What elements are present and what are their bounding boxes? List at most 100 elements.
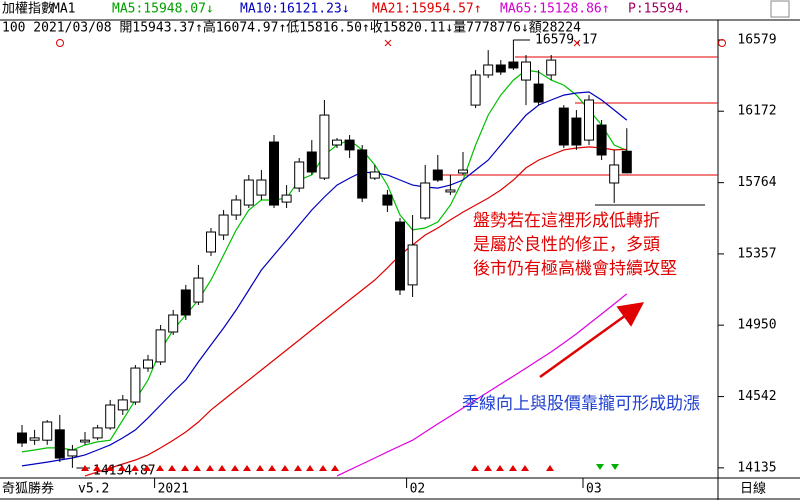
candle-body — [382, 194, 393, 206]
red-note: 盤勢若在這裡形成低轉折 — [473, 211, 660, 231]
ma-line — [84, 146, 627, 477]
candle-body — [105, 404, 116, 429]
y-tick-label: 14542 — [737, 389, 776, 404]
y-tick-label: 15357 — [737, 246, 776, 261]
sell-signal — [611, 464, 619, 470]
candle-body — [17, 432, 27, 444]
buy-signal — [193, 465, 201, 471]
candle-body — [319, 114, 330, 179]
x-tick-label: 2021 — [158, 482, 189, 497]
buy-signal — [118, 465, 126, 471]
buy-signal — [471, 465, 479, 471]
top-marker — [56, 39, 64, 47]
buy-signal — [306, 465, 314, 471]
version: v5.2 — [78, 482, 109, 497]
candle-body — [558, 107, 569, 146]
buy-signal — [81, 465, 89, 471]
buy-signal — [131, 465, 139, 471]
candle-body — [143, 359, 153, 369]
candle-body — [521, 61, 531, 81]
legend-item: MA1 — [52, 2, 75, 17]
candle-body — [533, 83, 544, 103]
buy-signal — [168, 465, 176, 471]
high-label: 16579.17 — [535, 33, 598, 48]
candle-body — [470, 74, 481, 106]
top-marker — [718, 39, 726, 47]
buy-signal — [496, 465, 504, 471]
candle-body — [495, 64, 506, 73]
candle-body — [155, 329, 166, 363]
candle-body — [546, 59, 557, 76]
period: 日線 — [740, 481, 766, 497]
candle-body — [458, 169, 468, 174]
candle-body — [294, 161, 305, 189]
top-marker — [573, 39, 581, 47]
candle-body — [420, 182, 431, 219]
candle-body — [180, 289, 191, 316]
candle-body — [193, 277, 204, 303]
candle-body — [243, 179, 254, 206]
buy-signal — [331, 465, 339, 471]
window-button[interactable] — [770, 0, 790, 18]
candle-body — [130, 367, 141, 403]
blue-note: 季線向上與股價靠攏可形成助漲 — [462, 394, 700, 414]
y-tick-label: 14950 — [737, 318, 776, 333]
buy-signal — [484, 465, 492, 471]
brand: 奇狐勝券 — [2, 481, 54, 497]
candle-body — [80, 439, 90, 443]
x-tick-label: 03 — [586, 482, 602, 497]
ma-line — [21, 91, 628, 467]
buy-signal — [181, 465, 189, 471]
candle-body — [596, 124, 607, 156]
red-note: 是屬於良性的修正，多頭 — [473, 235, 660, 255]
y-tick-label: 16579 — [737, 32, 776, 47]
candle-body — [306, 151, 317, 173]
legend-item: MA65:15128.86↑ — [500, 2, 610, 17]
y-tick-label: 16172 — [737, 104, 776, 119]
candle-body — [584, 99, 594, 141]
buy-signal — [218, 465, 226, 471]
buy-signal — [231, 465, 239, 471]
candle-body — [269, 141, 279, 206]
buy-signal — [521, 465, 529, 471]
buy-signal — [546, 465, 554, 471]
candle-body — [432, 169, 443, 181]
candle-body — [609, 164, 620, 184]
y-tick-label: 15764 — [737, 175, 776, 190]
candle-body — [92, 427, 103, 439]
buy-signal — [106, 465, 114, 471]
legend-item: MA5:15948.07↓ — [112, 2, 214, 17]
arrow — [539, 302, 645, 379]
candle-body — [483, 64, 494, 76]
y-tick-label: 14135 — [737, 460, 776, 475]
ma-line — [336, 293, 628, 477]
legend-item: 加權指數 — [2, 2, 54, 17]
info-line: 100 2021/03/08 開15943.37↑高16074.97↑低1581… — [2, 20, 581, 36]
legend-item: MA21:15954.57↑ — [372, 2, 482, 17]
candle-body — [256, 179, 267, 196]
candle-body — [117, 399, 128, 411]
x-tick-label: 02 — [410, 482, 426, 497]
buy-signal — [206, 465, 214, 471]
candle-body — [395, 221, 405, 291]
candle-body — [621, 150, 632, 174]
buy-signal — [243, 465, 251, 471]
candle-body — [281, 194, 292, 203]
candle-body — [206, 231, 216, 253]
buy-signal — [93, 465, 101, 471]
buy-signal — [281, 465, 289, 471]
plot — [17, 39, 632, 477]
sell-signal — [596, 464, 604, 470]
candle-body — [571, 117, 582, 146]
candle-body — [168, 314, 179, 333]
top-marker — [384, 39, 392, 47]
buy-signal — [294, 465, 302, 471]
buy-signal — [268, 465, 276, 471]
candle-body — [407, 244, 418, 286]
header-info: 100 2021/03/08 開15943.37↑高16074.97↑低1581… — [2, 20, 581, 36]
candle-body — [445, 189, 456, 193]
legend-item: MA10:16121.23↓ — [240, 2, 350, 17]
candle-body — [29, 437, 40, 441]
